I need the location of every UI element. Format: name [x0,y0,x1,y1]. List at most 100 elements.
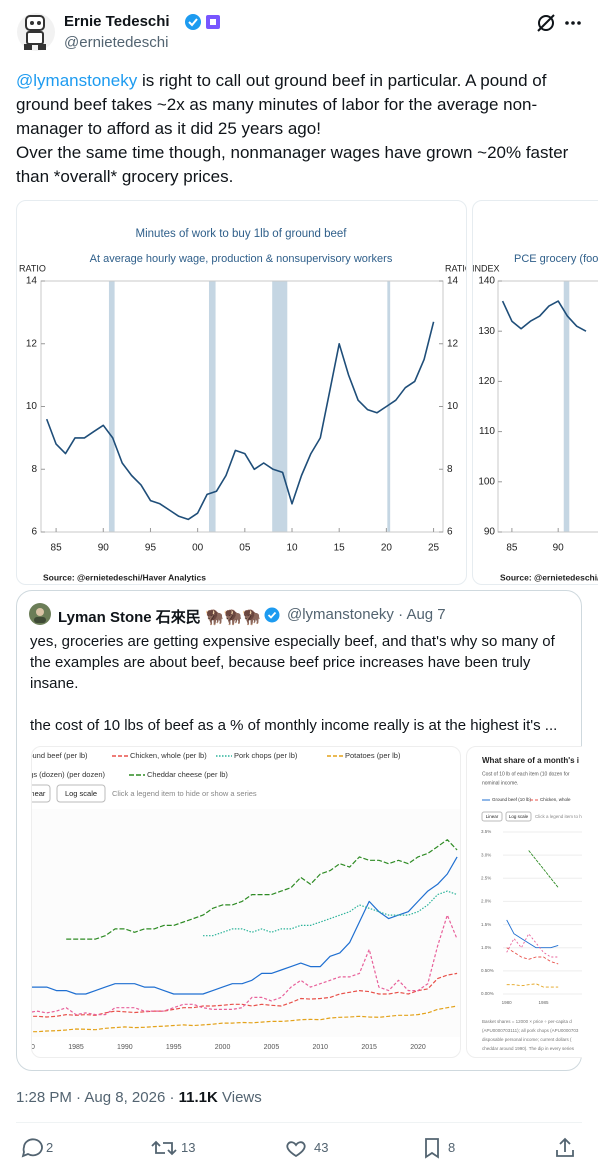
scale-button[interactable] [32,784,51,803]
emoji: 🦬🦬🦬 [204,609,261,626]
recession-band [208,281,216,532]
scale-button-label: Log scale [509,814,529,819]
y-tick-label: 2.0% [481,899,491,904]
plot-background [32,809,460,1037]
name: Lyman Stone 石來民 [58,609,201,626]
chart-image[interactable]: 6 6 8 8 10 10 12 12 14 14 85 90 95 00 05 10 15 20 25 Minute… [17,201,467,585]
y-tick-label: 1.0% [481,945,491,950]
chart-note: (APU0000703111); all pork chops (APU0000… [482,1028,579,1033]
y-tick-label: 140 [478,276,495,287]
repost-icon[interactable] [151,1140,177,1156]
quote-tweet[interactable]: Lyman Stone 石來民 🦬🦬🦬 @lymanstoneky · Aug … [16,590,582,1071]
recession-band [387,281,391,532]
x-tick-label: 1995 [166,1044,182,1051]
y-tick-label: 12 [26,338,38,349]
mention[interactable]: @lymanstoneky [16,71,138,90]
y-tick-label: 3.0% [481,852,491,857]
y-axis-label: RATIO [19,263,46,273]
avatar[interactable] [16,10,56,54]
chart-note: cheddar around 1990). The dip in every s… [482,1046,575,1051]
author-name[interactable]: Ernie Tedeschi [64,13,170,30]
series-line [203,890,458,937]
date: Aug 7 [406,606,446,623]
x-tick-label: 90 [98,543,110,554]
time[interactable]: 1:28 PM [16,1089,72,1106]
like-icon[interactable] [286,1141,306,1158]
series-line [501,300,587,332]
scale-button-label: Linear [32,789,46,798]
y2-tick-label: 14 [447,276,459,287]
recession-band [563,281,570,532]
plot-frame [40,280,444,533]
scale-button[interactable] [481,811,503,822]
series-line [506,933,559,958]
x-tick-label: 95 [145,543,157,554]
plot-frame [497,280,598,533]
action-bar [21,1137,574,1159]
text: is right to call out ground beef in part… [16,71,547,138]
y2-axis-label: RATIO [445,263,467,273]
x-tick-label: 1980 [32,1044,35,1051]
scale-button[interactable] [56,784,106,803]
scale-button-label: Log scale [65,789,97,798]
separator: · [398,606,404,623]
chart-title: Minutes of work to buy 1lb of ground bee… [136,228,348,240]
x-tick-label: 2000 [215,1044,231,1051]
views: 11.1K [178,1089,218,1106]
legend-label: Potatoes (per lb) [345,751,401,760]
series-line [528,850,559,888]
series-line [506,919,559,949]
scale-button[interactable] [505,811,532,822]
chart-note: disposable personal income; current doll… [482,1037,572,1042]
source: Source: @ernietedeschi/Haver Analytics [500,572,598,582]
y2-tick-label: 12 [447,338,459,349]
separator: · [169,1089,175,1106]
paragraph: yes, groceries are getting expensive esp… [30,633,555,692]
y2-tick-label: 8 [447,464,453,475]
x-tick-label: 2020 [410,1044,426,1051]
y-tick-label: 3.5% [481,829,491,834]
legend-label: Cheddar cheese (per lb) [147,770,228,779]
x-tick-label: 1990 [117,1044,133,1051]
recession-band [272,281,288,532]
x-tick-label: 1985 [68,1044,84,1051]
legend-label: Chicken, whole [540,797,571,802]
x-tick-label: 90 [553,543,565,554]
x-tick-label: 1980 [502,1000,513,1005]
x-tick-label: 2005 [264,1044,280,1051]
y-tick-label: 6 [31,527,37,538]
text: Over the same time though, nonmanager wa… [16,143,569,186]
chart-subtitle: At average hourly wage, production & non… [90,253,393,265]
y-tick-label: 8 [31,464,37,475]
y-tick-label: 0.00% [481,991,494,996]
badges [185,14,220,30]
reply-icon[interactable] [21,1138,43,1158]
x-tick-label: 2015 [361,1044,377,1051]
series-line [32,856,458,995]
y-tick-label: 120 [478,376,495,387]
author-handle[interactable]: @ernietedeschi [64,34,169,51]
share-icon[interactable] [556,1137,574,1157]
chart-note: Basket shares = 12000 × price ÷ per-capi… [482,1019,572,1024]
x-tick-label: 00 [192,543,204,554]
chart-image[interactable]: 1980 1985 1990 1995 2000 2005 2010 2015 2020 Grou… [32,747,461,1058]
bookmark-icon[interactable] [425,1138,439,1159]
y-tick-label: 90 [484,527,496,538]
recession-band [108,281,115,532]
date[interactable]: Aug 8, 2026 [84,1089,166,1106]
legend-label: Chicken, whole (per lb) [130,751,207,760]
y-tick-label: 100 [478,476,495,487]
x-tick-label: 25 [428,543,440,554]
chart-image[interactable]: 0.00% 0.50% 1.0% 1.5% 2.0% 2.5% 3.0% 3.5% 1980 19… [467,747,582,1058]
media: 6 6 8 8 10 10 12 12 14 14 85 90 95 00 05 10 15 20 25 Minute… [16,200,598,585]
chart-subtitle: Cost of 10 lb of each item (10 dozen for [482,771,570,777]
y-tick-label: 2.5% [481,875,491,880]
legend-label: Eggs (dozen) (per dozen) [32,770,106,779]
top-icons[interactable] [535,12,595,34]
scale-button-label: Linear [486,814,499,819]
series-line [32,914,458,1016]
x-tick-label: 85 [506,543,518,554]
chart-image[interactable]: 90 100 110 120 130 140 85 90 PCE grocery (foo IND… [473,201,598,585]
y-tick-label: 10 [26,401,38,412]
x-tick-label: 1985 [538,1000,549,1005]
